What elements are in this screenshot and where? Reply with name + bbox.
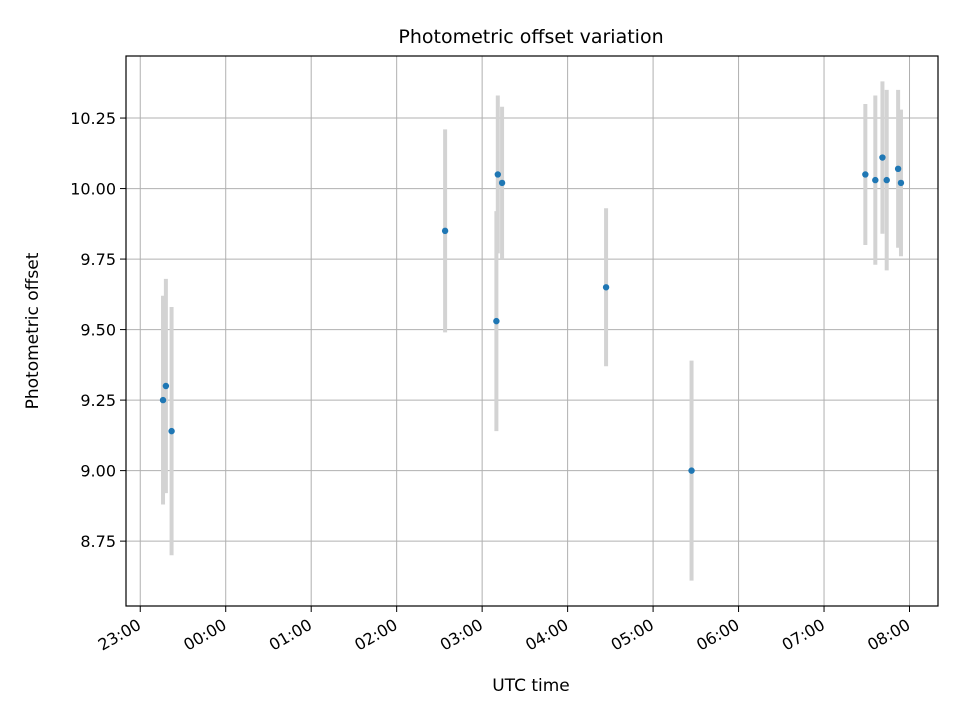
y-tick-label: 8.75 xyxy=(80,532,116,551)
data-point xyxy=(168,427,175,435)
data-point xyxy=(162,382,170,390)
data-point xyxy=(894,165,902,173)
chart-title: Photometric offset variation xyxy=(398,26,663,48)
y-tick-label: 9.25 xyxy=(80,391,116,410)
data-point xyxy=(159,396,167,404)
data-point xyxy=(494,171,502,178)
y-tick-label: 10.00 xyxy=(70,180,116,199)
data-point xyxy=(872,176,879,184)
data-point xyxy=(883,176,890,184)
y-tick-label: 10.25 xyxy=(70,109,116,128)
data-point xyxy=(602,284,610,291)
data-point xyxy=(493,317,500,325)
data-point xyxy=(862,171,869,178)
grid-lines xyxy=(126,56,938,606)
data-point xyxy=(498,179,506,187)
data-point xyxy=(897,179,905,187)
plot-frame xyxy=(125,55,939,607)
x-axis-label: UTC time xyxy=(492,676,570,696)
data-point xyxy=(441,227,449,235)
data-points xyxy=(159,154,905,474)
y-tick-label: 9.75 xyxy=(80,250,116,269)
data-point xyxy=(879,154,886,161)
y-axis-label: Photometric offset xyxy=(23,252,43,409)
data-point xyxy=(688,467,695,474)
y-tick-label: 9.00 xyxy=(80,462,116,481)
y-axis-ticks: 8.75 9.00 9.25 9.50 9.75 10.00 10.25 xyxy=(70,109,126,551)
y-tick-label: 9.50 xyxy=(80,321,116,340)
